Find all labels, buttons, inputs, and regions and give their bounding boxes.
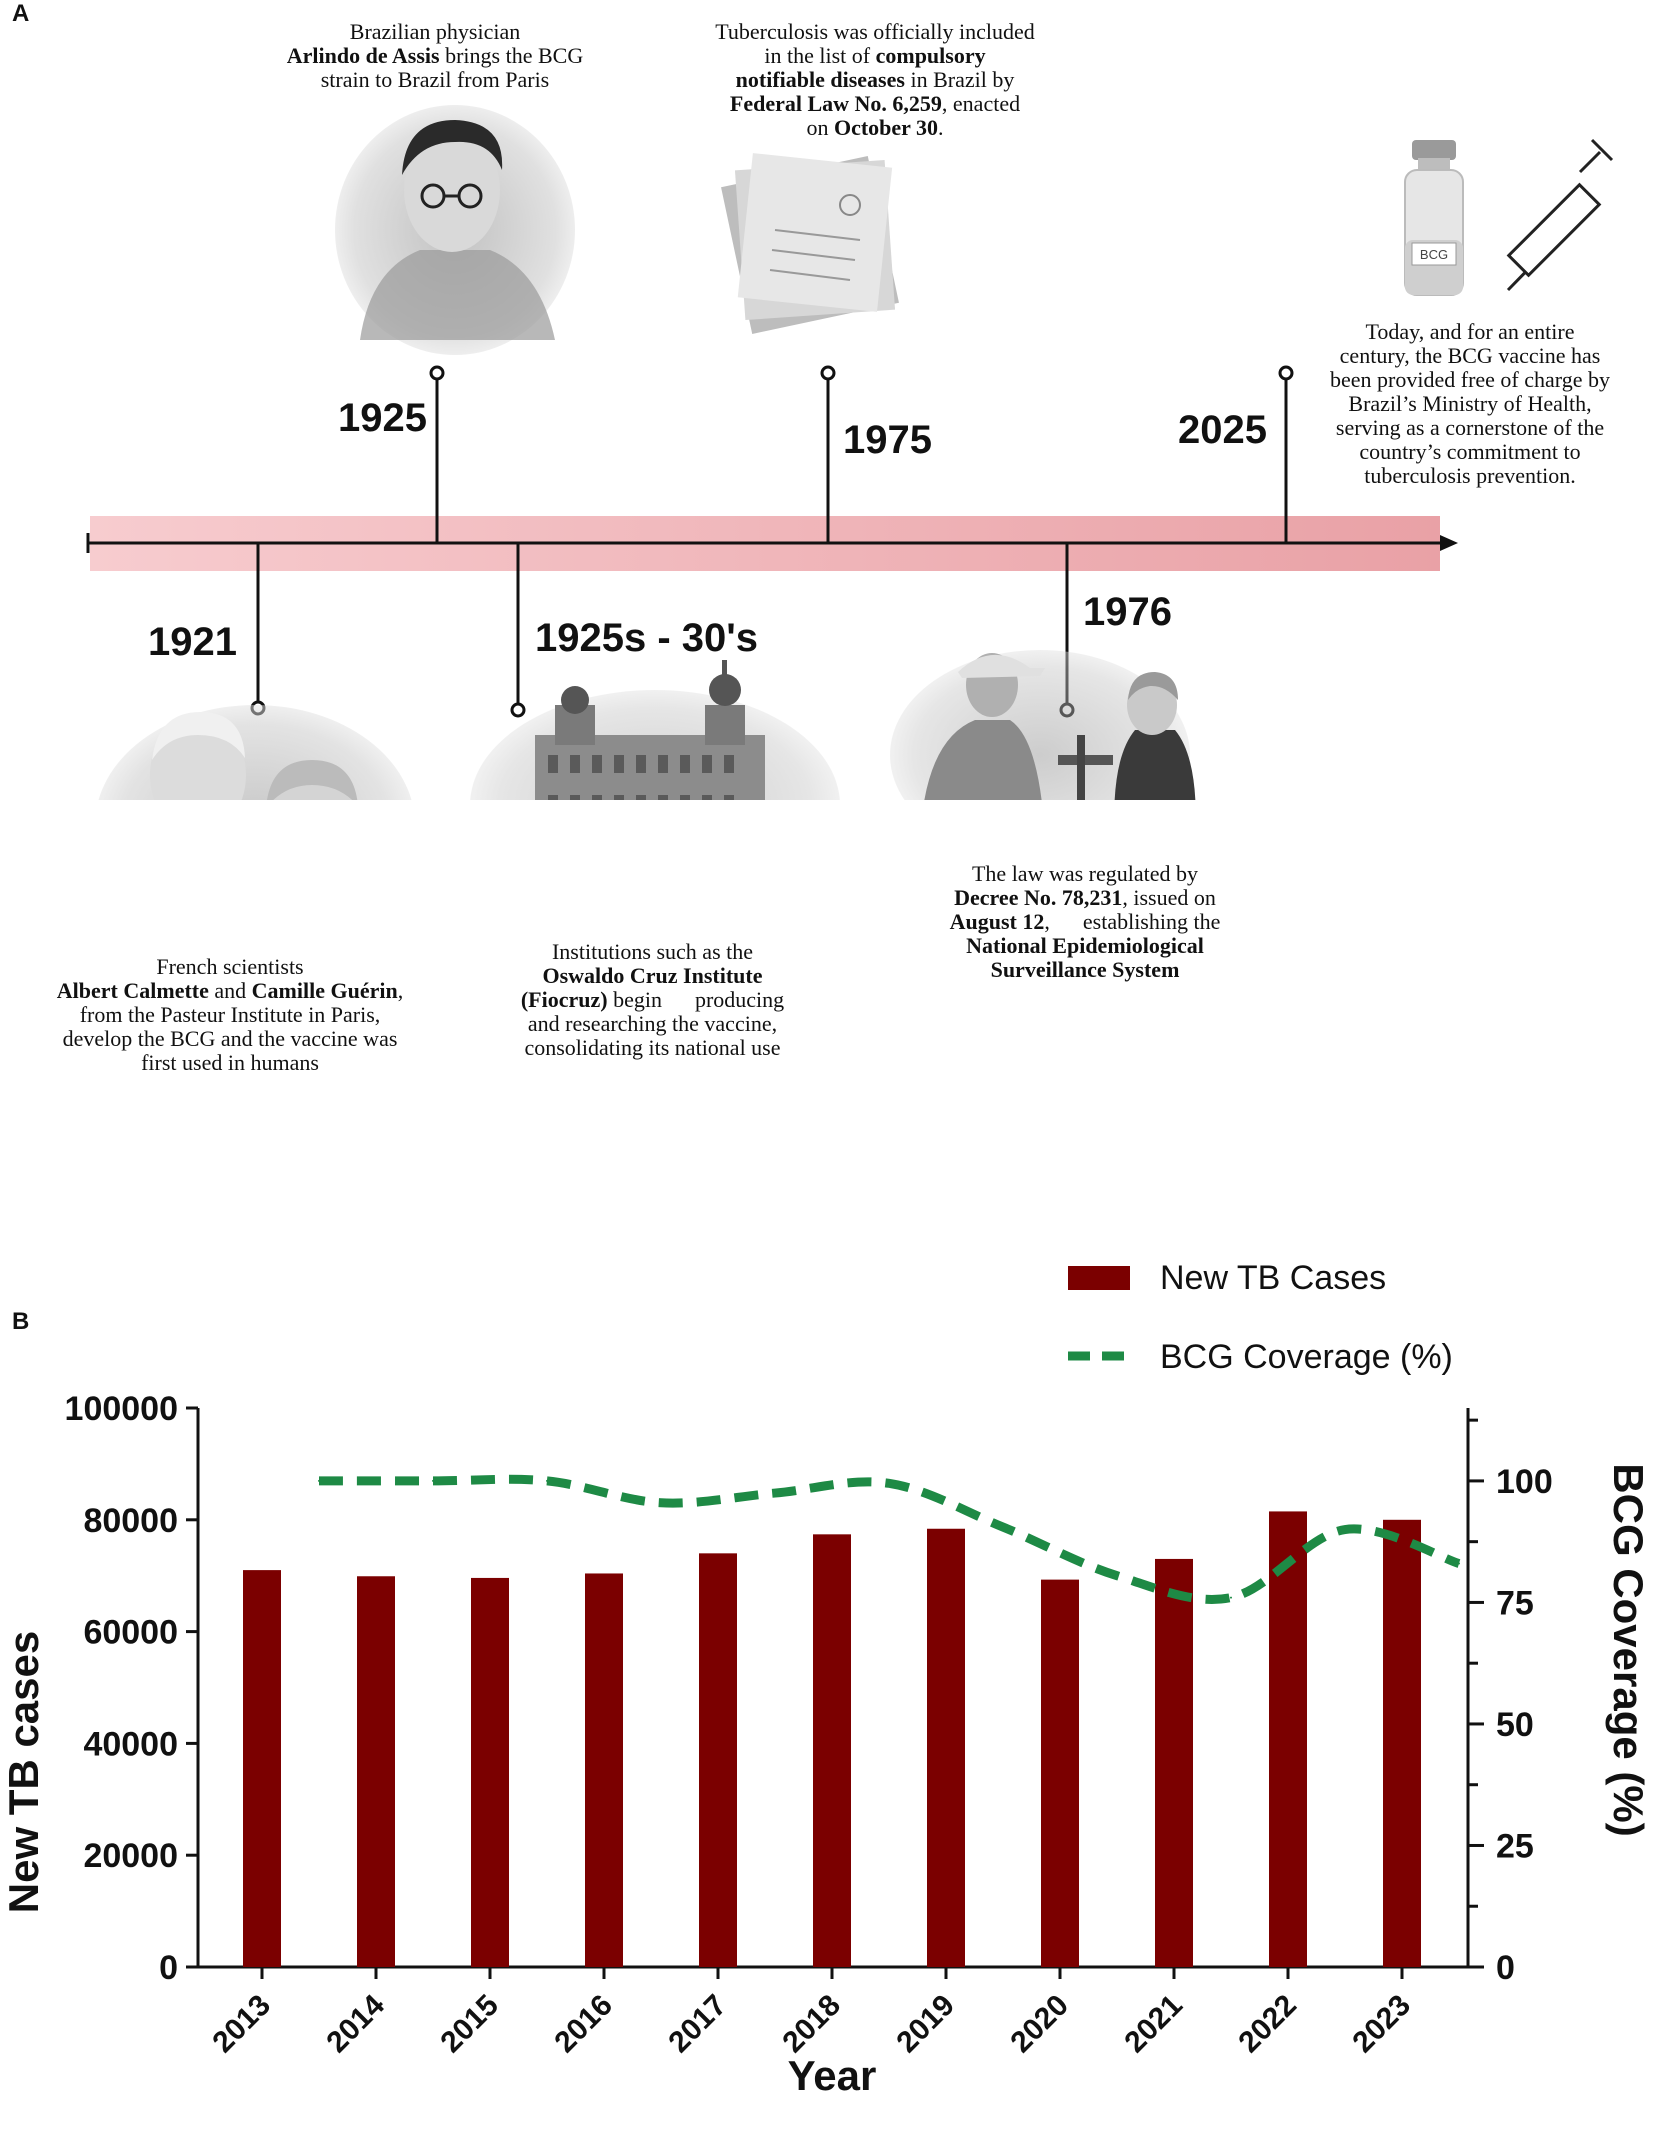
caption-1925s-30s: Institutions such as the Oswaldo Cruz In… xyxy=(520,939,785,1060)
portrait-arlindo-de-assis xyxy=(335,105,575,355)
panel-label-b: B xyxy=(12,1308,30,1335)
y-tick-label: 20000 xyxy=(83,1837,178,1875)
y2-tick-label: 50 xyxy=(1496,1706,1534,1744)
marker-2025 xyxy=(1278,365,1294,381)
year-2025: 2025 xyxy=(1178,408,1267,452)
vaccination-photo-1976 xyxy=(890,650,1196,800)
caption-1921: French scientists Albert Calmette and Ca… xyxy=(56,954,404,1075)
point-bcg-coverage xyxy=(1002,1526,1004,1529)
bar-new-tb-cases xyxy=(1155,1558,1193,1967)
bar-new-tb-cases xyxy=(1041,1579,1079,1967)
line-bcg-coverage xyxy=(318,1474,1461,1604)
y-tick-label: 0 xyxy=(159,1949,178,1987)
caption-1976: The law was regulated by Decree No. 78,2… xyxy=(949,861,1221,982)
point-bcg-coverage xyxy=(1116,1574,1118,1577)
year-1975: 1975 xyxy=(843,418,932,462)
vial-label: BCG xyxy=(1420,247,1448,262)
marker-1925 xyxy=(429,365,445,381)
bar-new-tb-cases xyxy=(1269,1511,1307,1967)
caption-1925: Brazilian physician Arlindo de Assis bri… xyxy=(286,19,584,92)
point-bcg-coverage xyxy=(1230,1596,1232,1599)
caption-2025: Today, and for an entire century, the BC… xyxy=(1330,319,1610,488)
x-tick-label: 2017 xyxy=(662,1989,733,2060)
legend-swatch-new-tb-cases xyxy=(1068,1266,1130,1290)
point-bcg-coverage xyxy=(660,1501,662,1504)
marker-1975 xyxy=(820,365,836,381)
marker-1925s xyxy=(510,702,526,718)
bar-new-tb-cases xyxy=(699,1553,737,1967)
point-bcg-coverage xyxy=(774,1492,776,1495)
fiocruz-building-photo xyxy=(470,660,840,800)
bcg-vial-icon: BCG xyxy=(1404,140,1464,296)
y-axis-title: New TB cases xyxy=(0,1631,47,1913)
bar-new-tb-cases xyxy=(927,1528,965,1967)
year-1925: 1925 xyxy=(338,396,427,440)
legend-label-bcg-coverage: BCG Coverage (%) xyxy=(1160,1338,1453,1376)
x-tick-label: 2020 xyxy=(1004,1989,1075,2060)
y2-tick-label: 100 xyxy=(1496,1463,1553,1501)
point-bcg-coverage xyxy=(546,1479,548,1482)
x-tick-label: 2021 xyxy=(1118,1989,1189,2060)
bar-new-tb-cases xyxy=(243,1570,281,1967)
portrait-calmette-guerin xyxy=(98,705,412,800)
x-tick-label: 2013 xyxy=(206,1989,277,2060)
y-tick-label: 80000 xyxy=(83,1502,178,1540)
year-1921: 1921 xyxy=(148,620,237,664)
point-bcg-coverage xyxy=(432,1479,434,1482)
bar-new-tb-cases xyxy=(585,1573,623,1967)
timeline-graphic: BCG xyxy=(86,105,1614,800)
chart-legend: New TB Cases BCG Coverage (%) xyxy=(1068,1260,1453,1376)
y2-tick-label: 25 xyxy=(1496,1827,1534,1865)
point-bcg-coverage xyxy=(888,1482,890,1485)
x-tick-label: 2015 xyxy=(434,1989,505,2060)
x-tick-label: 2019 xyxy=(890,1989,961,2060)
caption-1975: Tuberculosis was officially included in … xyxy=(715,19,1035,140)
panel-label-a: A xyxy=(12,0,30,27)
y-tick-label: 40000 xyxy=(83,1725,178,1763)
bar-new-tb-cases xyxy=(813,1534,851,1967)
legend-label-new-tb-cases: New TB Cases xyxy=(1160,1260,1386,1297)
x-axis-title: Year xyxy=(788,2052,877,2099)
point-bcg-coverage xyxy=(318,1479,320,1482)
x-tick-label: 2023 xyxy=(1346,1989,1417,2060)
year-1976: 1976 xyxy=(1083,590,1172,634)
x-tick-label: 2018 xyxy=(776,1989,847,2060)
bar-new-tb-cases xyxy=(1383,1519,1421,1967)
point-bcg-coverage xyxy=(1344,1528,1346,1531)
x-tick-label: 2016 xyxy=(548,1989,619,2060)
documents-photo xyxy=(721,153,899,334)
y-tick-label: 100000 xyxy=(65,1390,178,1428)
x-tick-label: 2022 xyxy=(1232,1989,1303,2060)
year-1925s-30s: 1925s - 30's xyxy=(535,616,759,660)
tb-bcg-chart: New TB Cases BCG Coverage (%) 0 20000 4000… xyxy=(0,1260,1652,2099)
bar-new-tb-cases xyxy=(357,1576,395,1967)
bar-new-tb-cases xyxy=(471,1577,509,1967)
syringe-icon xyxy=(1506,138,1614,292)
y-tick-label: 60000 xyxy=(83,1614,178,1652)
y2-tick-label: 0 xyxy=(1496,1949,1515,1987)
point-bcg-coverage xyxy=(1458,1562,1460,1565)
y2-axis-title: BCG Coverage (%) xyxy=(1605,1463,1652,1836)
x-tick-label: 2014 xyxy=(320,1988,391,2059)
timeline-arrow xyxy=(1440,535,1458,551)
y2-tick-label: 75 xyxy=(1496,1584,1534,1622)
